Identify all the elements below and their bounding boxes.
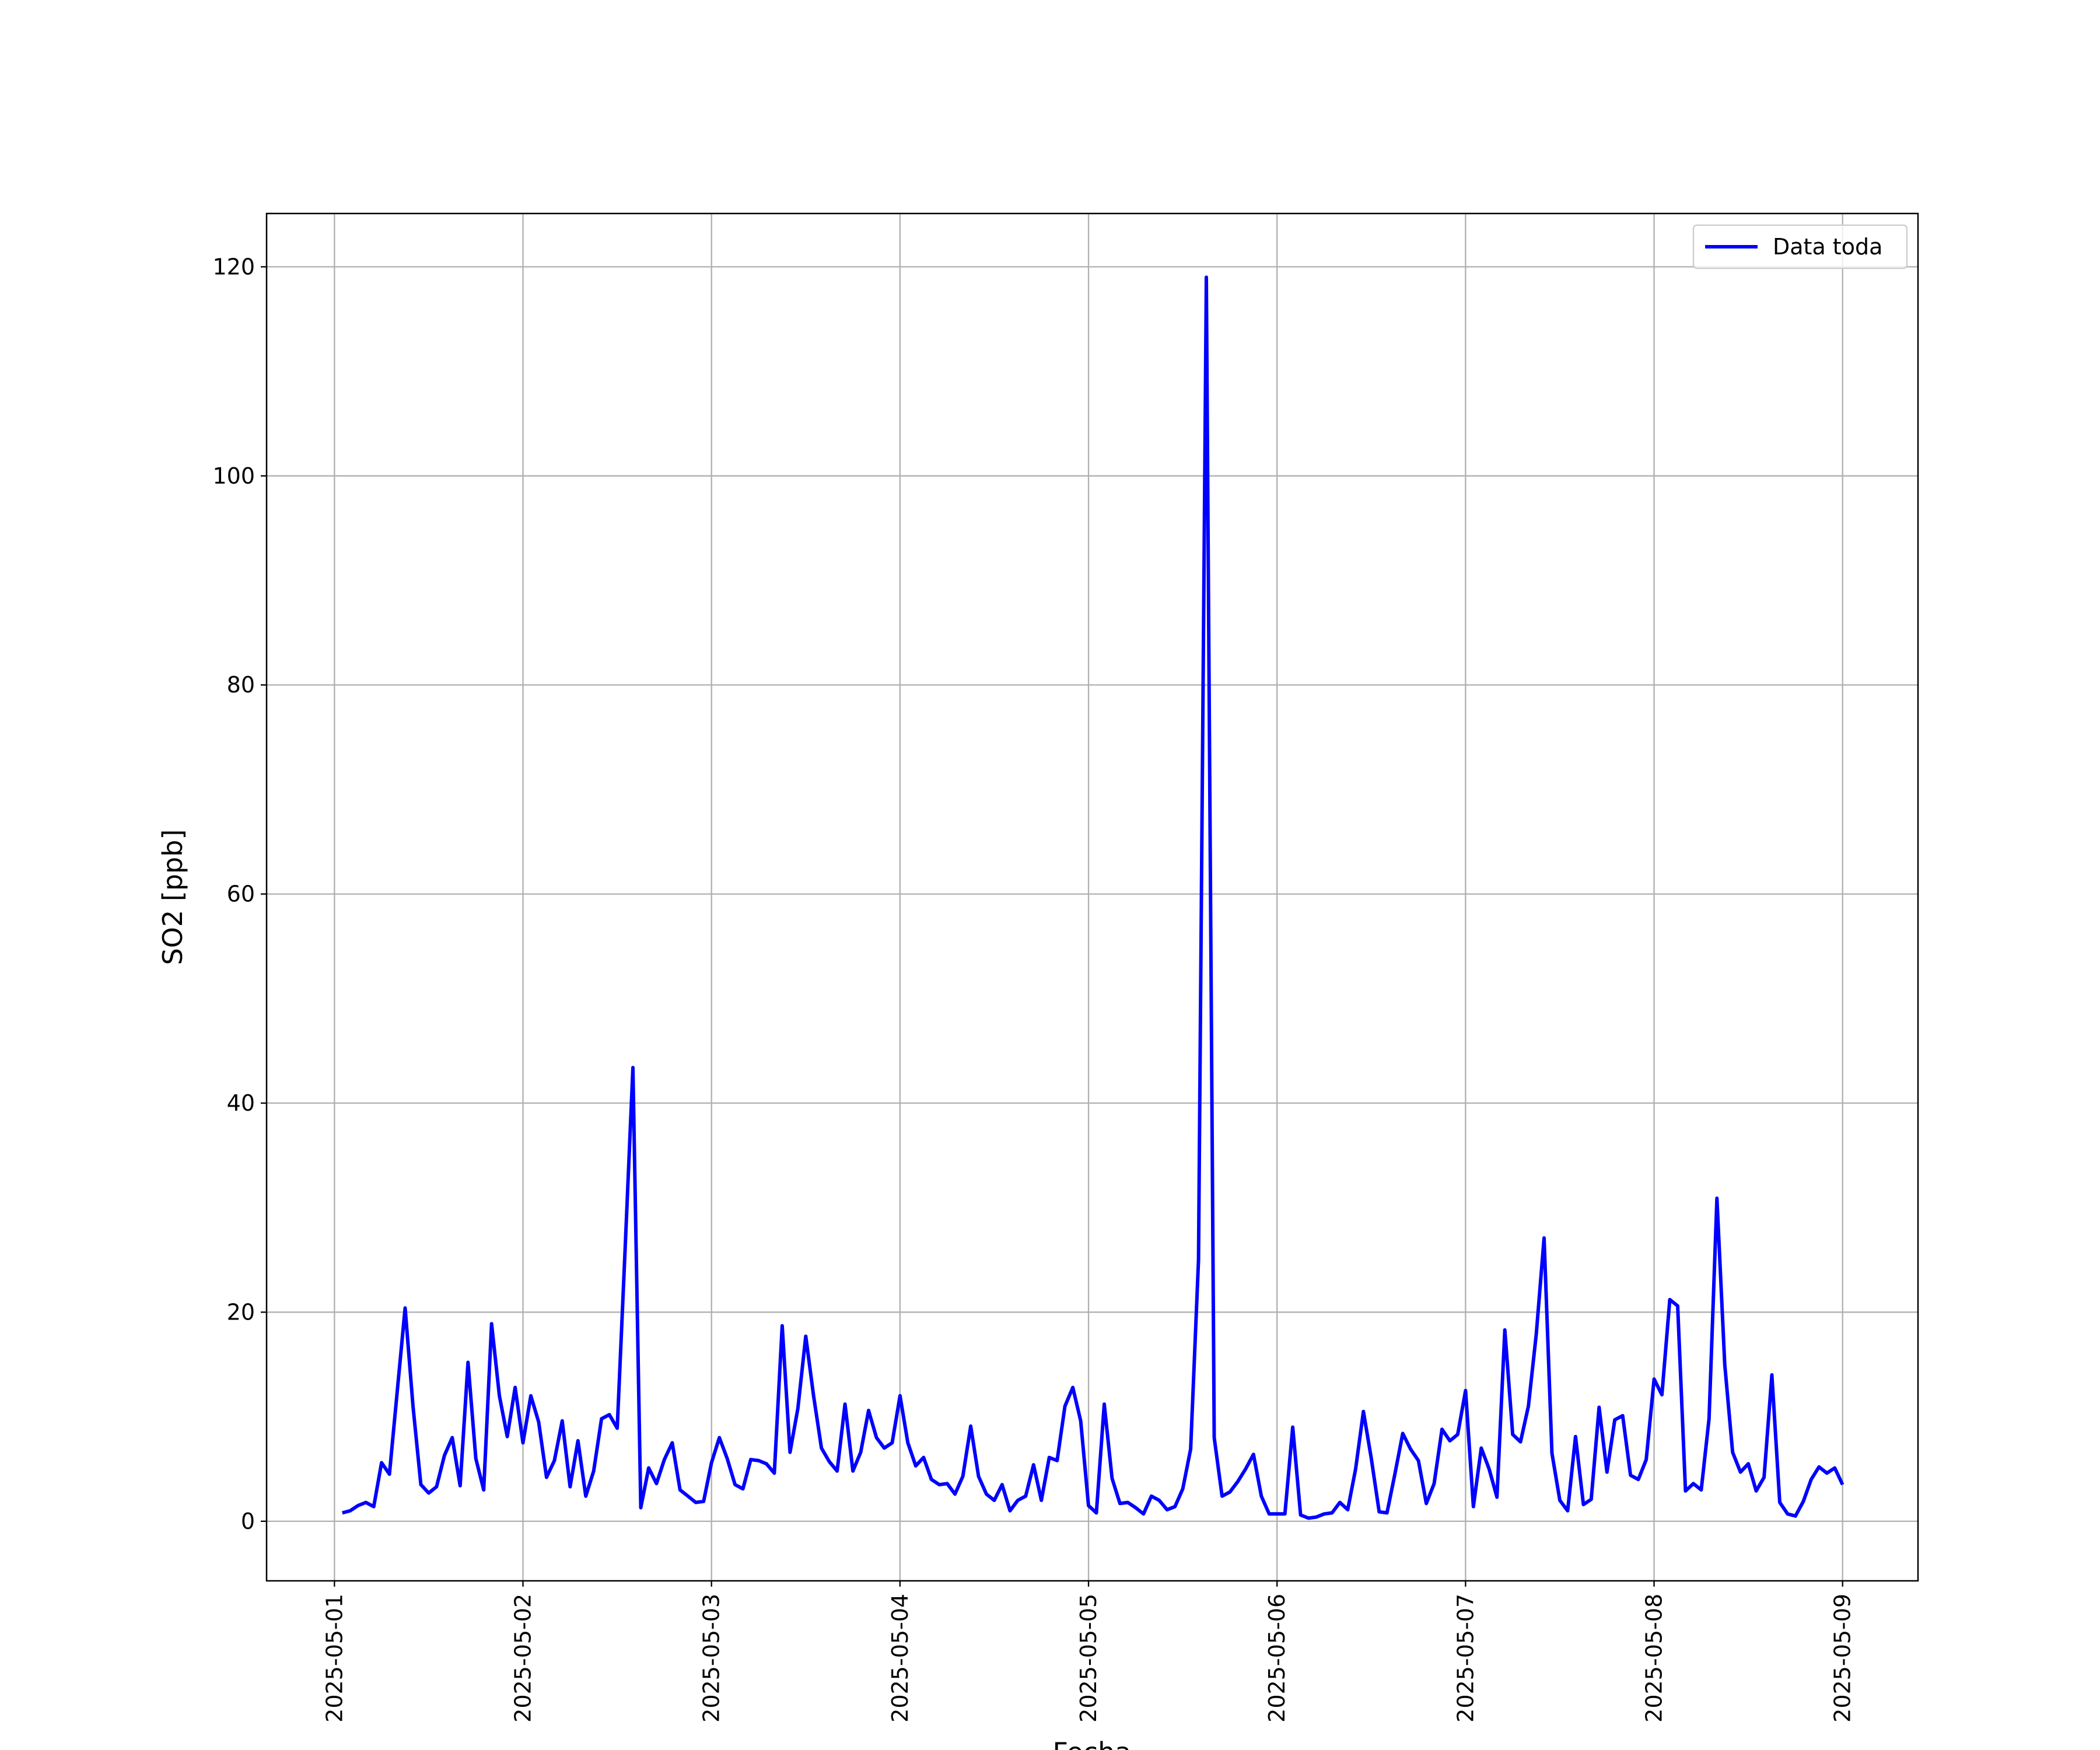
x-tick-label: 2025-05-01	[321, 1594, 347, 1723]
x-tick-label: 2025-05-03	[699, 1594, 724, 1723]
y-axis-label: SO2 [ppb]	[157, 830, 188, 965]
y-tick-label: 100	[212, 463, 255, 489]
x-tick-label: 2025-05-09	[1830, 1594, 1856, 1723]
legend: Data toda	[1692, 224, 1908, 270]
legend-box	[1692, 224, 1908, 270]
y-tick-label: 120	[212, 254, 255, 279]
legend-label: Data toda	[1773, 234, 1882, 260]
x-tick-label: 2025-05-08	[1642, 1594, 1667, 1723]
x-tick-label: 2025-05-04	[887, 1594, 913, 1723]
x-tick-label: 2025-05-07	[1452, 1594, 1478, 1723]
data-line	[342, 275, 1845, 1520]
plot-frame	[265, 212, 1919, 1582]
y-tick-label: 40	[227, 1090, 255, 1116]
x-tick-label: 2025-05-05	[1076, 1594, 1101, 1723]
x-axis-label: Fecha	[1053, 1737, 1132, 1750]
x-tick-label: 2025-05-06	[1264, 1594, 1290, 1723]
x-tick-label: 2025-05-02	[510, 1594, 536, 1723]
y-tick-label: 60	[227, 881, 255, 907]
plot-lines	[342, 275, 1845, 1520]
y-tick-label: 80	[227, 672, 255, 698]
tick-labels: 0 20 40 60 80 100 120 2025-05-01 2025-05-02 2025-…	[212, 254, 1855, 1722]
y-tick-label: 20	[227, 1299, 255, 1325]
y-tick-label: 0	[241, 1508, 255, 1534]
grid	[267, 214, 1918, 1581]
